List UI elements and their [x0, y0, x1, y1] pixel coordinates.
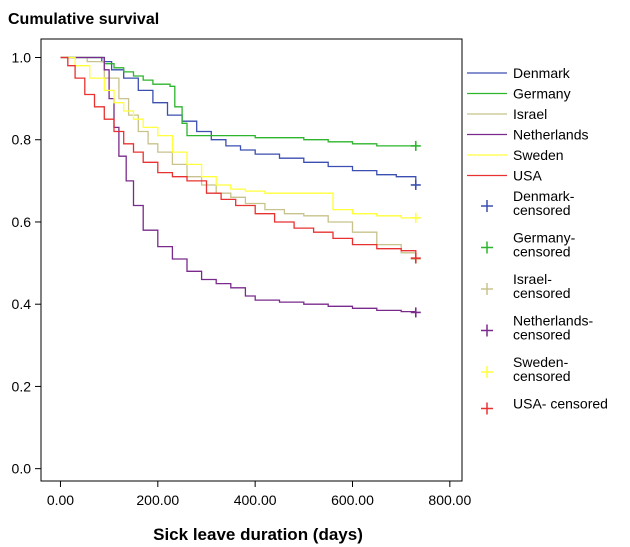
series-line-sweden [60, 56, 416, 219]
legend-label: censored [513, 244, 571, 260]
series-line-denmark [60, 56, 417, 181]
legend-item-israel: Israel [467, 106, 547, 122]
legend-label: Sweden [513, 147, 564, 163]
legend-label: censored [513, 368, 571, 384]
legend-label: censored [513, 327, 571, 343]
censored-marker-denmark-censored [410, 179, 421, 190]
legend-label: USA- censored [513, 396, 608, 412]
series-line-germany [60, 56, 416, 147]
legend-label: censored [513, 285, 571, 301]
legend-item-germany: Germany [467, 86, 571, 102]
legend-item-israel-censored: Israel-censored [481, 271, 571, 301]
legend-label: Denmark- [513, 188, 575, 204]
series-line-israel [60, 56, 417, 259]
x-tick-label: 800.00 [428, 492, 471, 508]
legend-label: Sweden- [513, 354, 569, 370]
censored-marker-germany-censored [410, 140, 421, 151]
legend-label: Germany- [513, 230, 576, 246]
series-line-usa [60, 56, 417, 259]
censored-marker-layer [410, 140, 421, 318]
y-tick-label: 0.2 [12, 378, 32, 394]
series-line-netherlands [60, 56, 417, 313]
legend-item-usa-censored: USA- censored [481, 396, 608, 415]
x-axis-label: Sick leave duration (days) [153, 525, 363, 544]
legend-item-sweden: Sweden [467, 147, 564, 163]
plot-frame [40, 38, 463, 482]
censored-marker-sweden-censored [410, 212, 421, 223]
y-tick-label: 0.4 [12, 296, 32, 312]
legend-item-netherlands: Netherlands [467, 127, 589, 143]
y-tick-label: 0.8 [12, 132, 32, 148]
legend-label: Israel [513, 106, 547, 122]
y-tick-label: 0.0 [12, 461, 32, 477]
legend-item-usa: USA [467, 168, 542, 184]
legend-item-denmark-censored: Denmark-censored [481, 188, 575, 218]
x-tick-label: 400.00 [234, 492, 277, 508]
legend-label: Germany [513, 86, 571, 102]
x-tick-label: 200.00 [136, 492, 179, 508]
axis-layer: 0.00 200.00 400.00 600.00 800.00 0.0 0.2 0.4 0.6… [12, 50, 472, 508]
legend-item-sweden-censored: Sweden-censored [481, 354, 571, 384]
legend-label: Netherlands- [513, 313, 593, 329]
legend-label: Denmark [513, 65, 571, 81]
legend-label: Israel- [513, 271, 552, 287]
censored-marker-usa-censored [410, 253, 421, 264]
y-tick-label: 0.6 [12, 214, 32, 230]
censored-marker-netherlands-censored [410, 307, 421, 318]
y-tick-label: 1.0 [12, 50, 32, 66]
legend-label: Netherlands [513, 127, 589, 143]
x-tick-label: 0.00 [47, 492, 74, 508]
x-tick-label: 600.00 [331, 492, 374, 508]
legend-item-germany-censored: Germany-censored [481, 230, 576, 260]
legend-item-denmark: Denmark [467, 65, 571, 81]
legend-label: USA [513, 168, 542, 184]
legend-label: censored [513, 202, 571, 218]
chart-title: Cumulative survival [8, 11, 159, 28]
legend-item-netherlands-censored: Netherlands-censored [481, 313, 593, 343]
series-layer [60, 56, 417, 313]
legend: Denmark Germany Israel Netherlands Sweden USA… [467, 65, 608, 415]
